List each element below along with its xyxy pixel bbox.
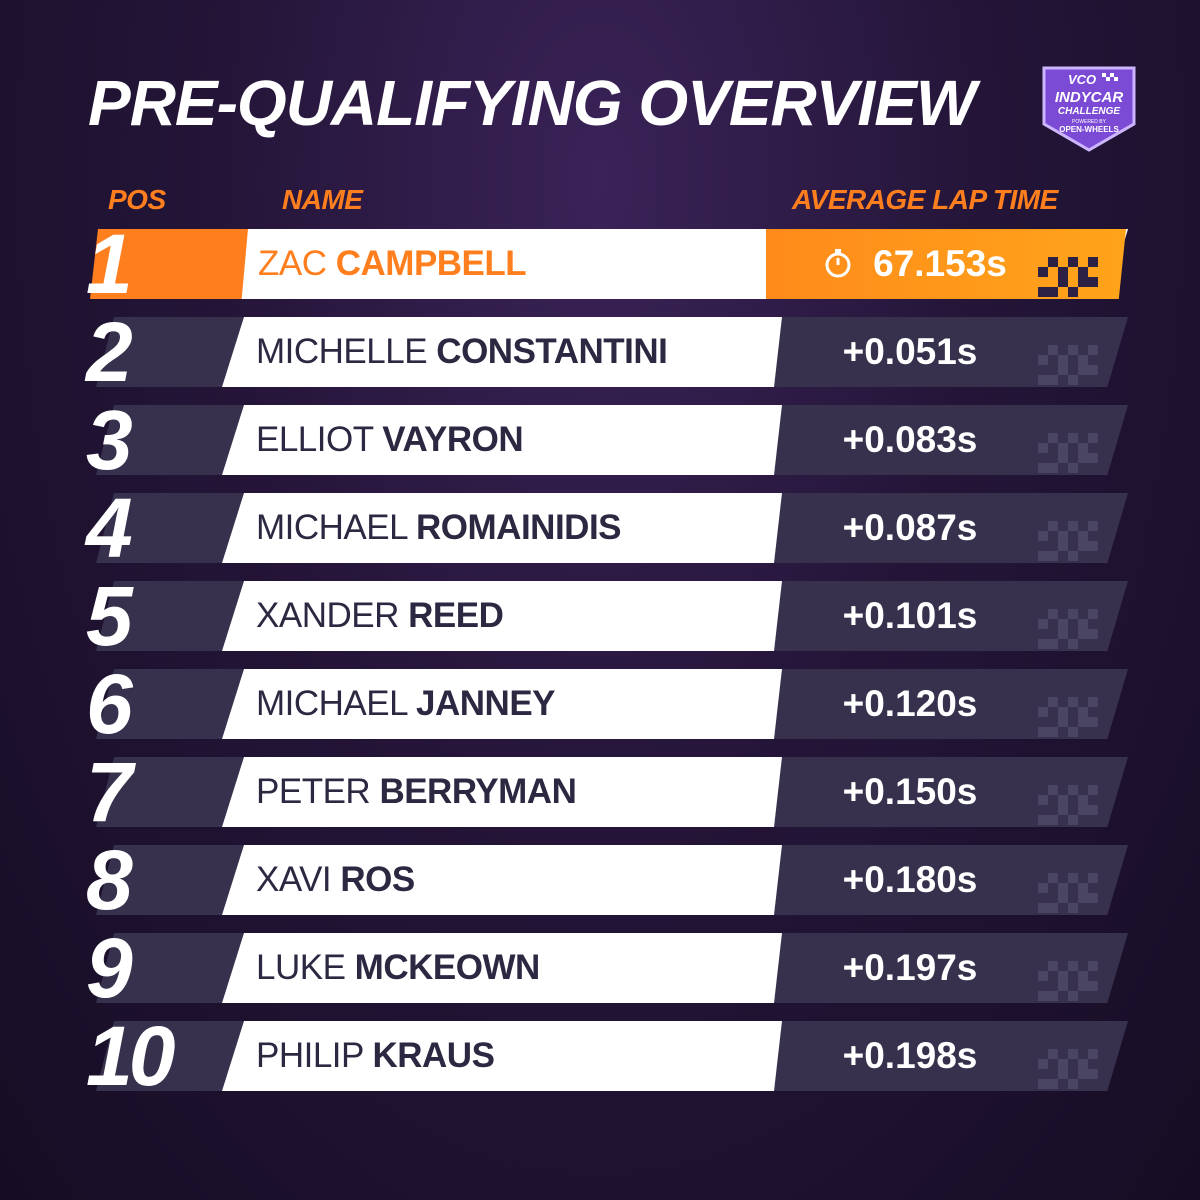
- lap-time-value: +0.197s: [842, 947, 978, 988]
- standings-row: 9 LUKE MCKEOWN +0.197s: [0, 926, 1200, 1010]
- driver-name: XANDER REED: [256, 581, 504, 651]
- standings-row: 7 PETER BERRYMAN +0.150s: [0, 750, 1200, 834]
- lap-time: +0.180s: [790, 845, 1030, 915]
- driver-first-name: MICHAEL: [256, 508, 407, 547]
- position-number: 5: [86, 569, 133, 663]
- driver-name: MICHELLE CONSTANTINI: [256, 317, 668, 387]
- time-header: AVERAGE LAP TIME: [792, 184, 1058, 215]
- name-header: NAME: [282, 184, 363, 215]
- standings-row: 6 MICHAEL JANNEY +0.120s: [0, 662, 1200, 746]
- name-panel: [222, 493, 782, 563]
- driver-first-name: LUKE: [256, 948, 346, 987]
- position-number: 8: [86, 833, 133, 927]
- driver-last-name: CAMPBELL: [335, 244, 527, 283]
- driver-name: MICHAEL JANNEY: [256, 669, 556, 739]
- name-panel: [222, 757, 782, 827]
- lap-time: 67.153s: [790, 229, 1040, 299]
- driver-last-name: ROS: [340, 860, 415, 899]
- driver-first-name: XANDER: [256, 596, 399, 635]
- position-number: 10: [86, 1009, 175, 1103]
- position-number: 4: [86, 481, 133, 575]
- leader-position-highlight: [90, 229, 248, 299]
- standings-row: 1 ZAC CAMPBELL 67.153s: [0, 222, 1200, 306]
- driver-first-name: XAVI: [256, 860, 332, 899]
- driver-last-name: REED: [408, 596, 504, 635]
- name-panel: [222, 405, 782, 475]
- position-number: 7: [86, 745, 133, 839]
- name-panel: [222, 581, 782, 651]
- position-number: 6: [86, 657, 133, 751]
- logo-challenge-text: CHALLENGE: [1058, 106, 1121, 117]
- driver-first-name: ELLIOT: [256, 420, 373, 459]
- lap-time-value: +0.180s: [842, 859, 978, 900]
- page-title: PRE-QUALIFYING OVERVIEW: [88, 67, 976, 139]
- name-panel: [222, 317, 782, 387]
- driver-name: MICHAEL ROMAINIDIS: [256, 493, 622, 563]
- standings-row: 4 MICHAEL ROMAINIDIS +0.087s: [0, 486, 1200, 570]
- driver-first-name: ZAC: [258, 244, 327, 283]
- lap-time: +0.051s: [790, 317, 1030, 387]
- lap-time: +0.197s: [790, 933, 1030, 1003]
- stopwatch-icon: [825, 249, 851, 278]
- driver-first-name: MICHAEL: [256, 684, 407, 723]
- position-number: 9: [86, 921, 133, 1015]
- driver-last-name: CONSTANTINI: [436, 332, 668, 371]
- driver-name: PHILIP KRAUS: [256, 1021, 495, 1091]
- lap-time-value: +0.087s: [842, 507, 978, 548]
- standings-row: 10 PHILIP KRAUS +0.198s: [0, 1014, 1200, 1098]
- lap-time: +0.198s: [790, 1021, 1030, 1091]
- lap-time: +0.101s: [790, 581, 1030, 651]
- standings-row: 3 ELLIOT VAYRON +0.083s: [0, 398, 1200, 482]
- lap-time-value: +0.120s: [842, 683, 978, 724]
- lap-time: +0.150s: [790, 757, 1030, 827]
- lap-time-value: +0.083s: [842, 419, 978, 460]
- lap-time-value: +0.150s: [842, 771, 978, 812]
- driver-last-name: JANNEY: [416, 684, 556, 723]
- position-number: 2: [86, 305, 133, 399]
- standings-row: 8 XAVI ROS +0.180s: [0, 838, 1200, 922]
- lap-time: +0.087s: [790, 493, 1030, 563]
- logo-indycar-text: INDYCAR: [1055, 89, 1124, 106]
- position-number: 3: [86, 393, 133, 487]
- lap-time: +0.083s: [790, 405, 1030, 475]
- driver-name: ZAC CAMPBELL: [258, 229, 527, 299]
- driver-first-name: PETER: [256, 772, 371, 811]
- driver-last-name: VAYRON: [382, 420, 524, 459]
- name-panel: [222, 845, 782, 915]
- lap-time-value: 67.153s: [873, 243, 1007, 284]
- driver-first-name: MICHELLE: [256, 332, 428, 371]
- lap-time-value: +0.101s: [842, 595, 978, 636]
- driver-last-name: ROMAINIDIS: [416, 508, 622, 547]
- standings-row: 2 MICHELLE CONSTANTINI +0.051s: [0, 310, 1200, 394]
- checkered-flag-icon: [1102, 73, 1118, 81]
- pos-header: POS: [108, 184, 166, 215]
- position-number: 1: [86, 217, 133, 311]
- name-panel: [222, 669, 782, 739]
- driver-last-name: MCKEOWN: [354, 948, 541, 987]
- driver-name: PETER BERRYMAN: [256, 757, 577, 827]
- logo-powered-text: POWERED BY: [1072, 119, 1107, 125]
- driver-last-name: KRAUS: [372, 1036, 495, 1075]
- driver-first-name: PHILIP: [256, 1036, 364, 1075]
- logo-openwheels-text: OPEN-WHEELS: [1059, 125, 1119, 134]
- logo-top-text: VCO: [1068, 72, 1096, 87]
- standings-row: 5 XANDER REED +0.101s: [0, 574, 1200, 658]
- driver-last-name: BERRYMAN: [379, 772, 577, 811]
- lap-time: +0.120s: [790, 669, 1030, 739]
- driver-name: LUKE MCKEOWN: [256, 933, 540, 1003]
- driver-name: XAVI ROS: [256, 845, 415, 915]
- name-panel: [222, 933, 782, 1003]
- driver-name: ELLIOT VAYRON: [256, 405, 524, 475]
- lap-time-value: +0.051s: [842, 331, 978, 372]
- lap-time-value: +0.198s: [842, 1035, 978, 1076]
- event-logo: VCO INDYCAR CHALLENGE POWERED BY OPEN-WH…: [1042, 66, 1136, 152]
- name-panel: [222, 1021, 782, 1091]
